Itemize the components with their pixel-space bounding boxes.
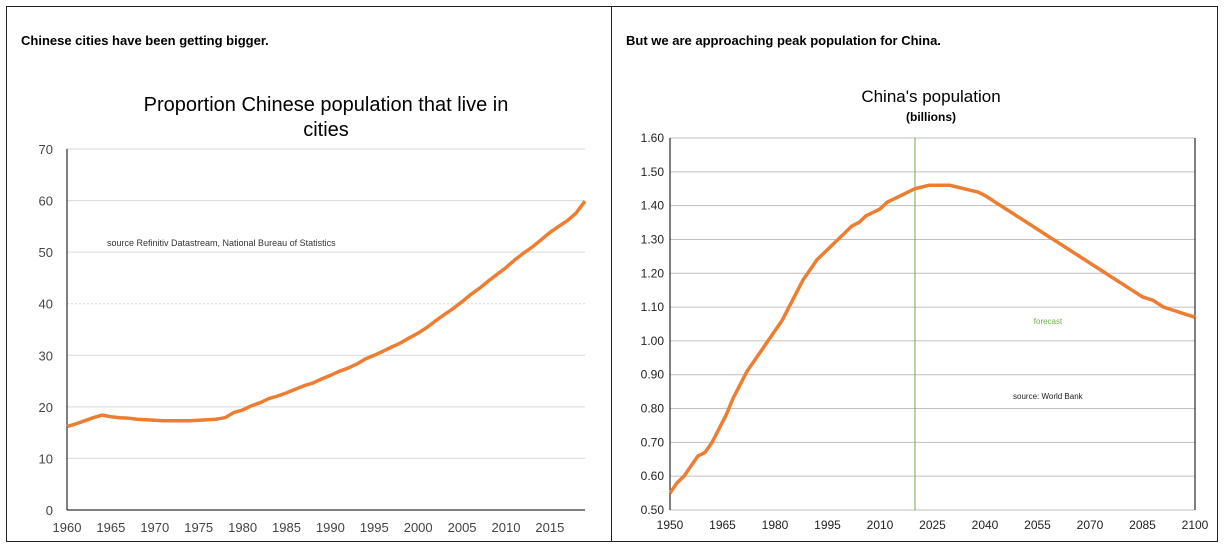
- y-tick-label: 70: [39, 142, 53, 157]
- y-tick-label: 50: [39, 245, 53, 260]
- y-tick-label: 0.70: [641, 435, 665, 449]
- x-tick-label: 1975: [184, 520, 213, 535]
- x-tick-label: 2000: [404, 520, 433, 535]
- x-tick-label: 2010: [867, 518, 894, 532]
- y-tick-label: 0.80: [641, 402, 665, 416]
- chart-title: Proportion Chinese population that live …: [144, 94, 509, 116]
- x-tick-label: 2005: [448, 520, 477, 535]
- x-tick-label: 2025: [919, 518, 946, 532]
- y-tick-label: 1.60: [641, 131, 665, 145]
- right-panel: But we are approaching peak population f…: [612, 7, 1217, 541]
- y-tick-label: 60: [39, 194, 53, 209]
- x-tick-label: 1995: [360, 520, 389, 535]
- y-tick-label: 0.50: [641, 503, 665, 517]
- forecast-label: forecast: [1034, 317, 1063, 326]
- x-tick-label: 2055: [1024, 518, 1051, 532]
- series-line: [668, 183, 1196, 495]
- series-line: [66, 200, 587, 429]
- y-tick-label: 1.30: [641, 232, 665, 246]
- y-tick-label: 1.00: [641, 334, 665, 348]
- x-tick-label: 2085: [1129, 518, 1156, 532]
- y-tick-label: 1.40: [641, 199, 665, 213]
- chart-title: cities: [303, 119, 349, 141]
- x-tick-label: 1965: [709, 518, 736, 532]
- figure-frame: Chinese cities have been getting bigger.…: [6, 6, 1218, 542]
- x-tick-label: 2100: [1182, 518, 1209, 532]
- china-population-chart: 0.50 0.60 0.70 0.80 0.90 1.00 1.10 1.20 1.30 1.40…: [641, 87, 1209, 532]
- x-tick-label: 1990: [316, 520, 345, 535]
- x-tick-label: 2040: [972, 518, 999, 532]
- x-tick-label: 1995: [814, 518, 841, 532]
- x-tick-label: 2010: [492, 520, 521, 535]
- x-tick-label: 2070: [1077, 518, 1104, 532]
- source-annotation: source: World Bank: [1013, 392, 1084, 401]
- chart-title: China's population: [861, 87, 1000, 106]
- left-headline: Chinese cities have been getting bigger.: [21, 33, 269, 48]
- y-tick-label: 1.50: [641, 165, 665, 179]
- y-tick-label: 1.10: [641, 300, 665, 314]
- y-tick-label: 0.60: [641, 469, 665, 483]
- x-tick-label: 1965: [96, 520, 125, 535]
- chart-subtitle: (billions): [906, 110, 956, 124]
- x-tick-label: 1960: [53, 520, 82, 535]
- y-tick-label: 20: [39, 400, 53, 415]
- x-tick-label: 2015: [535, 520, 564, 535]
- x-tick-label: 1985: [272, 520, 301, 535]
- y-tick-label: 0.90: [641, 368, 665, 382]
- y-tick-label: 0: [46, 503, 53, 518]
- y-tick-label: 30: [39, 348, 53, 363]
- x-tick-label: 1950: [657, 518, 684, 532]
- source-annotation: source Refinitiv Datastream, National Bu…: [107, 238, 336, 248]
- urban-proportion-chart: 0 10 20 30 40 50 60 70 1960 1965 1970 1975 1980 1985 1…: [39, 94, 587, 535]
- y-tick-label: 1.20: [641, 266, 665, 280]
- y-tick-label: 10: [39, 451, 53, 466]
- y-tick-label: 40: [39, 297, 53, 312]
- x-tick-label: 1980: [228, 520, 257, 535]
- right-headline: But we are approaching peak population f…: [626, 33, 941, 48]
- left-panel: Chinese cities have been getting bigger.…: [7, 7, 612, 541]
- x-tick-label: 1980: [762, 518, 789, 532]
- x-tick-label: 1970: [140, 520, 169, 535]
